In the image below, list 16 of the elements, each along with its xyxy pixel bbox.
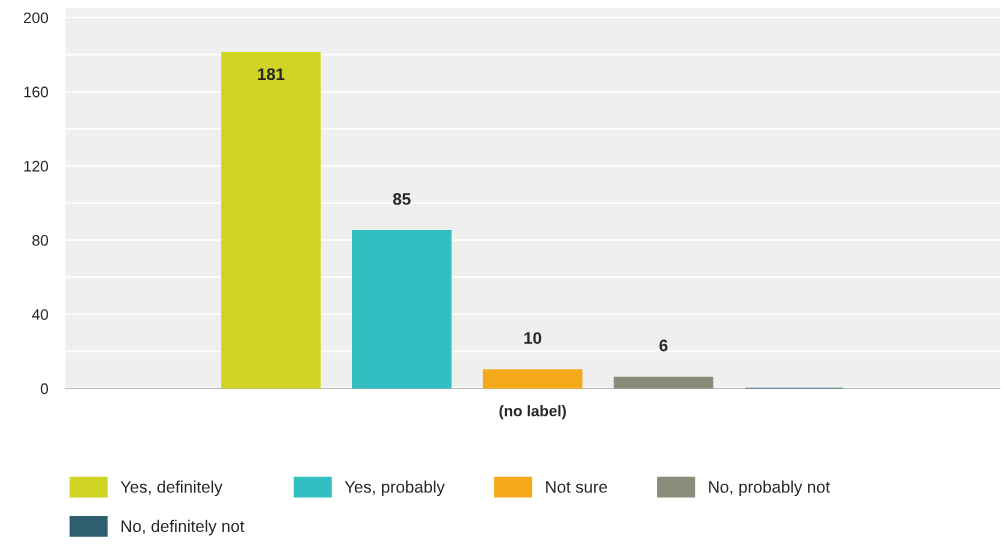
- data-label: 10: [524, 332, 542, 344]
- y-tick-label: 80: [32, 234, 49, 246]
- legend-label: No, probably not: [709, 480, 830, 497]
- x-tick-label: (no label): [499, 405, 566, 420]
- legend-label: Yes, probably: [344, 480, 445, 497]
- y-tick-label: 160: [24, 86, 49, 98]
- data-label: 6: [659, 339, 668, 352]
- legend-label: Not sure: [546, 481, 608, 493]
- y-tick-label: 200: [23, 12, 49, 24]
- y-tick-label: 120: [24, 160, 49, 172]
- data-label: 181: [258, 68, 285, 81]
- y-tick-label: 40: [32, 309, 49, 320]
- y-tick-label: 0: [40, 383, 49, 395]
- legend-label: Yes, definitely: [120, 480, 223, 497]
- legend-label: No, definitely not: [121, 519, 245, 536]
- data-label: 85: [393, 193, 411, 205]
